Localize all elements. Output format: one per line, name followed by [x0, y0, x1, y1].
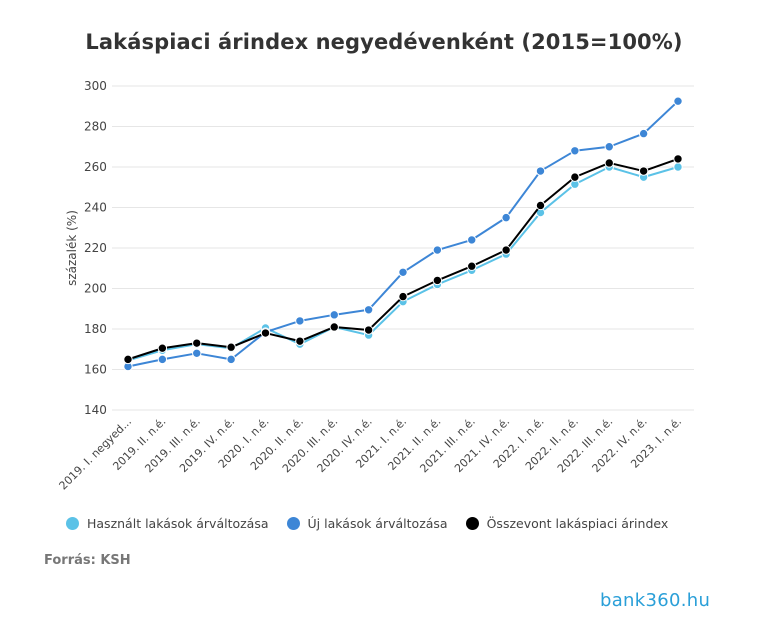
data-point — [329, 310, 339, 320]
legend-item-hasznalt[interactable]: Használt lakások árváltozása — [66, 516, 269, 531]
data-point — [192, 348, 202, 358]
data-point — [157, 343, 168, 353]
data-point — [638, 166, 649, 176]
data-point — [123, 354, 133, 365]
data-point — [604, 158, 614, 168]
brand-logo[interactable]: bank360.hu — [600, 590, 711, 611]
data-point — [673, 154, 683, 164]
y-tick-label: 240 — [84, 201, 107, 215]
y-axis-label: százalék (%) — [65, 210, 79, 286]
data-point — [570, 172, 580, 182]
grid-layer — [112, 85, 694, 411]
series-1 — [123, 96, 683, 372]
y-tick-label: 300 — [84, 79, 107, 93]
data-point — [192, 338, 202, 348]
data-point — [501, 245, 511, 255]
data-point — [467, 261, 477, 271]
y-tick-label: 180 — [84, 322, 107, 336]
legend-label-osszevont: Összevont lakáspiaci árindex — [486, 516, 669, 531]
legend-label-uj: Új lakások árváltozása — [307, 516, 448, 531]
data-point — [673, 162, 683, 172]
data-point — [673, 96, 683, 106]
chart-title: Lakáspiaci árindex negyedévenként (2015=… — [85, 30, 683, 54]
legend: Használt lakások árváltozása Új lakások … — [66, 516, 668, 531]
y-tick-label: 280 — [84, 120, 107, 134]
data-point — [363, 305, 374, 315]
legend-item-osszevont[interactable]: Összevont lakáspiaci árindex — [465, 516, 669, 531]
data-point — [501, 212, 511, 223]
data-point — [260, 328, 271, 338]
legend-item-uj[interactable]: Új lakások árváltozása — [286, 516, 448, 531]
data-point — [295, 316, 305, 326]
data-point — [535, 166, 546, 176]
data-point — [604, 142, 614, 152]
data-point — [226, 354, 236, 365]
data-point — [432, 245, 443, 255]
x-tick-labels: 2019. I. negyed...2019. II. n.é.2019. II… — [57, 415, 685, 493]
data-point — [398, 267, 408, 277]
source-note: Forrás: KSH — [44, 553, 131, 568]
data-point — [467, 235, 477, 245]
data-point — [398, 291, 408, 302]
series-line — [127, 166, 679, 362]
data-point — [363, 325, 374, 335]
data-point — [329, 322, 339, 332]
data-point — [535, 200, 546, 211]
series-layer — [123, 96, 683, 372]
data-point — [295, 336, 305, 346]
y-tick-label: 140 — [84, 403, 107, 417]
data-point — [432, 275, 443, 286]
y-tick-label: 260 — [84, 160, 107, 174]
series-0 — [123, 162, 683, 366]
legend-marker-uj — [286, 517, 300, 530]
legend-label-hasznalt: Használt lakások árváltozása — [87, 516, 269, 531]
data-point — [638, 128, 649, 139]
legend-marker-hasznalt — [66, 517, 79, 530]
data-point — [226, 342, 236, 352]
y-tick-label: 200 — [84, 282, 107, 296]
y-tick-label: 220 — [84, 241, 107, 255]
data-point — [570, 146, 580, 156]
series-line — [127, 100, 679, 368]
series-2 — [123, 154, 683, 365]
y-tick-label: 160 — [84, 363, 107, 377]
legend-marker-osszevont — [465, 517, 479, 530]
y-tick-labels: 140 160 180 200 220 240 260 280 300 — [84, 79, 107, 417]
data-point — [157, 354, 168, 365]
